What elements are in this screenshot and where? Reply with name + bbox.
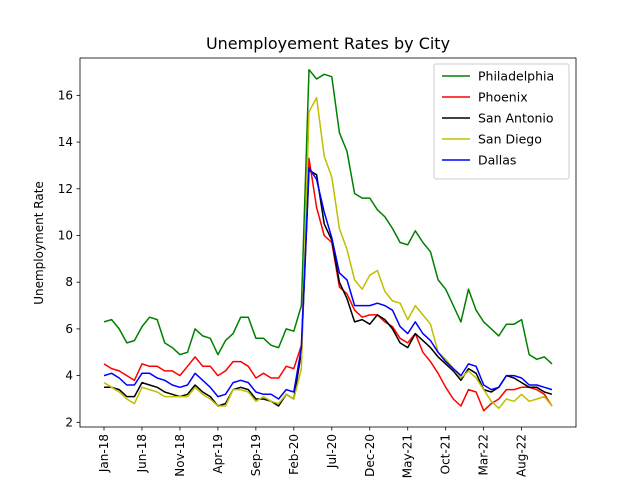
x-tick-label: Jan-18	[97, 434, 111, 473]
x-tick-label: May-21	[401, 434, 415, 478]
legend-label-philadelphia: Philadelphia	[478, 69, 554, 84]
series-line-philadelphia	[103, 68, 553, 365]
y-tick-label: 10	[58, 228, 73, 242]
x-tick-label: Mar-22	[477, 434, 491, 475]
x-tick-label: Feb-20	[287, 434, 301, 475]
series-line-dallas	[103, 167, 553, 400]
chart-title: Unemployement Rates by City	[206, 34, 450, 53]
legend-label-phoenix: Phoenix	[478, 90, 528, 105]
y-tick-label: 12	[58, 182, 73, 196]
legend: Philadelphia Phoenix San Antonio San Diego D…	[433, 63, 570, 180]
series-line-san-diego	[103, 96, 553, 410]
plot-frame	[79, 57, 577, 428]
x-tick-label: Nov-18	[173, 434, 187, 477]
y-tick-label: 8	[65, 275, 73, 289]
x-tick-label: Jun-18	[135, 434, 149, 473]
x-tick-label: Aug-22	[515, 434, 529, 477]
x-tick-label: Oct-21	[439, 434, 453, 474]
y-axis-label: Unemployment Rate	[32, 181, 46, 305]
axes-layer: 2 4 6 8 10 12 14 16 Jan-18 Jun-18 Nov-18 Apr-19 Sep-…	[58, 57, 577, 478]
legend-box	[433, 63, 570, 180]
x-tick-label: Dec-20	[363, 434, 377, 477]
x-tick-label: Apr-19	[211, 434, 225, 474]
y-tick-label: 6	[65, 322, 73, 336]
legend-label-san-antonio: San Antonio	[478, 111, 554, 126]
x-tick-label: Sep-19	[249, 434, 263, 476]
legend-label-san-diego: San Diego	[478, 132, 542, 147]
y-tick-label: 4	[65, 369, 73, 383]
y-tick-label: 14	[58, 135, 73, 149]
y-tick-label: 16	[58, 88, 73, 102]
series-layer	[103, 68, 553, 412]
series-line-phoenix	[103, 157, 553, 412]
y-tick-label: 2	[65, 415, 73, 429]
x-tick-label: Jul-20	[325, 434, 339, 469]
legend-label-dallas: Dallas	[478, 153, 516, 168]
